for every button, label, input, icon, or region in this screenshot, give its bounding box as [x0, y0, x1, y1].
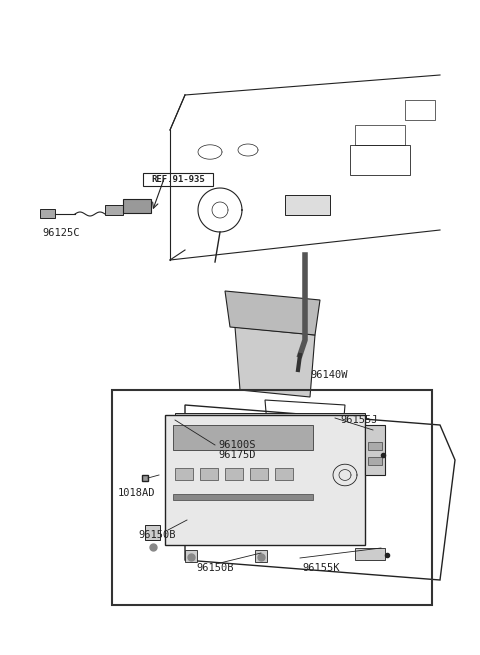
- Text: REF.91-935: REF.91-935: [151, 175, 205, 184]
- Bar: [250, 468, 268, 480]
- Bar: [105, 205, 123, 215]
- Bar: [173, 425, 313, 450]
- Bar: [165, 415, 365, 545]
- Polygon shape: [225, 291, 320, 335]
- Text: 96155J: 96155J: [340, 415, 377, 425]
- Text: 96125C: 96125C: [42, 228, 80, 238]
- Text: 96150B: 96150B: [196, 563, 233, 573]
- Bar: [225, 468, 243, 480]
- Bar: [145, 525, 160, 540]
- Bar: [368, 457, 382, 465]
- Bar: [405, 100, 435, 120]
- Bar: [175, 468, 193, 480]
- Bar: [143, 173, 213, 186]
- Bar: [175, 413, 365, 425]
- Bar: [350, 145, 410, 175]
- Bar: [173, 494, 313, 500]
- Bar: [185, 550, 197, 562]
- Text: 96140W: 96140W: [310, 370, 348, 380]
- Bar: [355, 548, 385, 560]
- Text: 96155K: 96155K: [302, 563, 339, 573]
- Bar: [112, 390, 432, 605]
- Bar: [285, 195, 330, 215]
- Text: 1018AD: 1018AD: [118, 488, 156, 498]
- Polygon shape: [235, 327, 315, 397]
- Bar: [368, 442, 382, 450]
- Text: 96175D: 96175D: [218, 450, 255, 460]
- Bar: [40, 209, 55, 218]
- Bar: [123, 199, 151, 213]
- Bar: [355, 125, 405, 145]
- Bar: [365, 425, 385, 475]
- Bar: [275, 468, 293, 480]
- Bar: [255, 550, 267, 562]
- Bar: [200, 468, 218, 480]
- Text: 96100S: 96100S: [218, 440, 255, 450]
- Text: 96150B: 96150B: [138, 530, 176, 540]
